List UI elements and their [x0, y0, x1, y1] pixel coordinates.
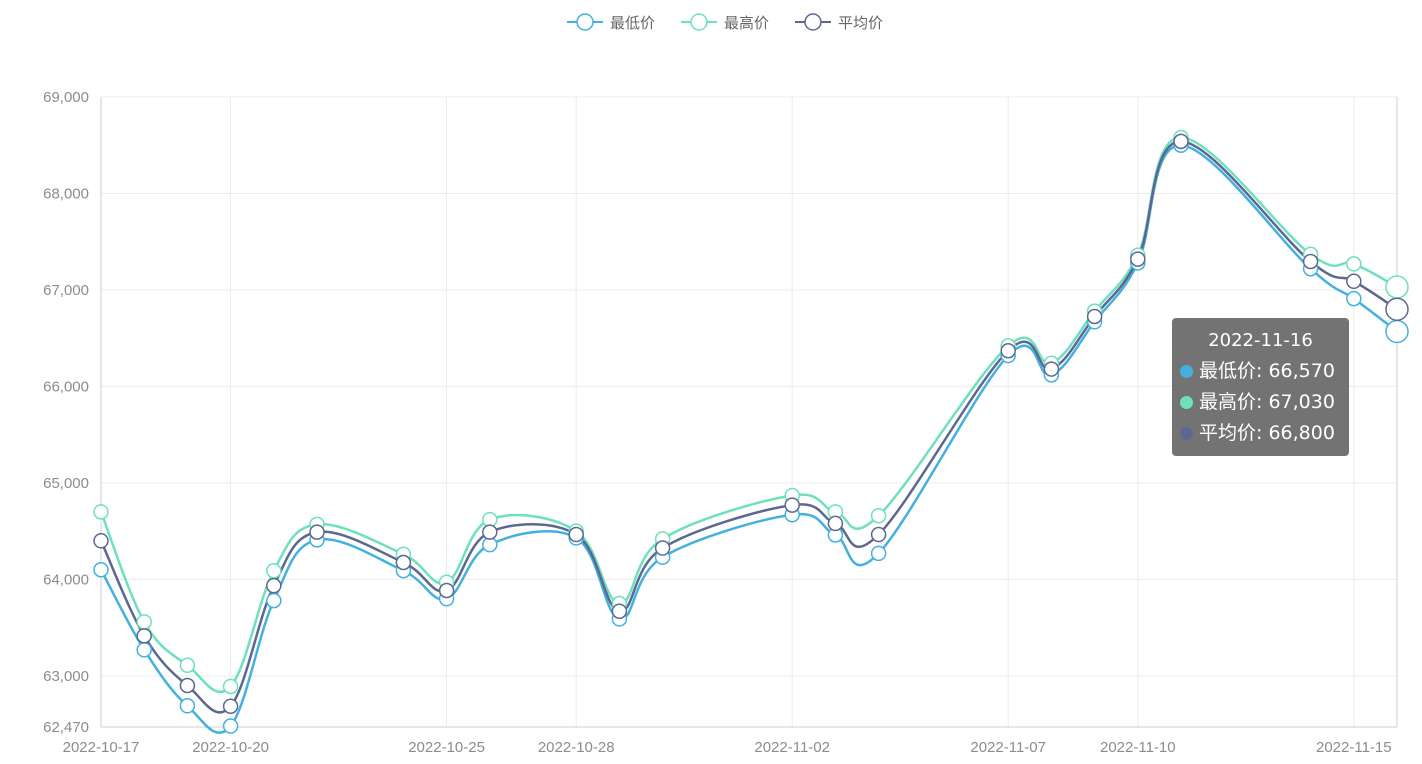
data-point[interactable]	[222, 678, 239, 695]
x-tick-label: 2022-11-10	[1100, 739, 1176, 756]
data-point[interactable]	[222, 718, 239, 734]
y-tick-label: 67,000	[43, 282, 89, 299]
grid	[101, 96, 1397, 727]
data-point[interactable]	[870, 545, 887, 562]
data-point[interactable]	[1000, 342, 1016, 359]
tooltip-row-label: 最低价: 66,570	[1199, 360, 1335, 382]
legend-item[interactable]: 平均价	[795, 13, 883, 32]
tooltip-row-low: 最低价: 66,570	[1180, 356, 1341, 387]
data-point[interactable]	[136, 614, 152, 630]
y-tick-label: 63,000	[43, 668, 89, 685]
data-point[interactable]	[266, 592, 282, 609]
y-tick-label: 66,000	[43, 378, 89, 395]
data-point[interactable]	[568, 526, 584, 543]
data-point[interactable]	[93, 561, 109, 578]
data-point[interactable]	[1043, 361, 1060, 377]
x-tick-label: 2022-11-07	[970, 739, 1046, 756]
tooltip-row-high: 最高价: 67,030	[1180, 387, 1341, 418]
legend-label: 最低价	[610, 14, 655, 32]
x-tick-label: 2022-10-25	[408, 739, 485, 756]
x-axis: 2022-10-17 2022-10-20 2022-10-25 2022-10-28…	[63, 726, 1397, 756]
y-tick-label: 62,470	[43, 719, 89, 736]
data-point[interactable]	[611, 603, 628, 619]
legend-label: 最高价	[724, 14, 769, 32]
data-point[interactable]	[870, 526, 887, 543]
data-point[interactable]	[1346, 256, 1362, 272]
y-axis: 62,470 63,000 64,000 65,000 66,000 67,000 68,0…	[43, 89, 1398, 736]
data-point[interactable]	[395, 554, 412, 571]
data-point[interactable]	[1385, 297, 1409, 322]
data-point[interactable]	[482, 524, 498, 540]
data-point[interactable]	[222, 698, 239, 715]
y-tick-label: 65,000	[43, 475, 89, 492]
data-point[interactable]	[179, 677, 196, 694]
data-point[interactable]	[1385, 319, 1409, 344]
data-point[interactable]	[93, 504, 109, 520]
tooltip-dot-icon	[1180, 427, 1193, 440]
legend-marker-icon	[804, 13, 822, 31]
data-point[interactable]	[654, 540, 671, 556]
legend-marker-icon	[576, 13, 594, 31]
legend-item[interactable]: 最高价	[681, 13, 769, 32]
data-point[interactable]	[136, 628, 152, 644]
data-point[interactable]	[1346, 273, 1362, 290]
y-tick-label: 68,000	[43, 185, 89, 202]
tooltip: 2022-11-16 最低价: 66,570 最高价: 67,030 平均价: …	[1172, 318, 1349, 456]
data-point[interactable]	[784, 497, 800, 513]
y-tick-label: 69,000	[43, 89, 89, 106]
tooltip-row-avg: 平均价: 66,800	[1180, 418, 1341, 449]
data-point[interactable]	[1346, 290, 1362, 307]
data-point[interactable]	[266, 577, 282, 594]
x-tick-label: 2022-10-28	[538, 739, 615, 756]
data-point[interactable]	[1173, 133, 1189, 150]
data-point[interactable]	[136, 642, 152, 658]
series-line	[99, 140, 1398, 714]
x-tick-label: 2022-11-02	[754, 739, 830, 756]
tooltip-row-label: 平均价: 66,800	[1199, 422, 1335, 444]
data-point[interactable]	[1302, 253, 1319, 270]
tooltip-dot-icon	[1180, 396, 1193, 409]
data-point[interactable]	[1130, 251, 1146, 267]
data-point[interactable]	[438, 582, 455, 599]
series-layer	[93, 129, 1409, 734]
legend-marker-icon	[690, 13, 708, 31]
data-point[interactable]	[827, 515, 844, 532]
legend: 最低价 最高价 平均价	[567, 13, 883, 32]
tooltip-title: 2022-11-16	[1208, 330, 1313, 351]
x-tick-label: 2022-11-15	[1316, 739, 1392, 756]
tooltip-row-label: 最高价: 67,030	[1199, 391, 1335, 413]
data-point[interactable]	[179, 657, 196, 674]
data-point[interactable]	[179, 698, 196, 714]
data-point[interactable]	[1385, 275, 1409, 299]
x-tick-label: 2022-10-20	[192, 739, 269, 756]
tooltip-dot-icon	[1180, 365, 1193, 378]
data-point[interactable]	[1086, 308, 1103, 325]
legend-item[interactable]: 最低价	[567, 13, 655, 32]
x-tick-label: 2022-10-17	[63, 739, 140, 756]
data-point[interactable]	[93, 533, 109, 549]
data-point[interactable]	[870, 507, 887, 524]
legend-label: 平均价	[838, 14, 883, 32]
data-point[interactable]	[309, 524, 325, 540]
data-point[interactable]	[266, 562, 282, 579]
y-tick-label: 64,000	[43, 571, 89, 588]
